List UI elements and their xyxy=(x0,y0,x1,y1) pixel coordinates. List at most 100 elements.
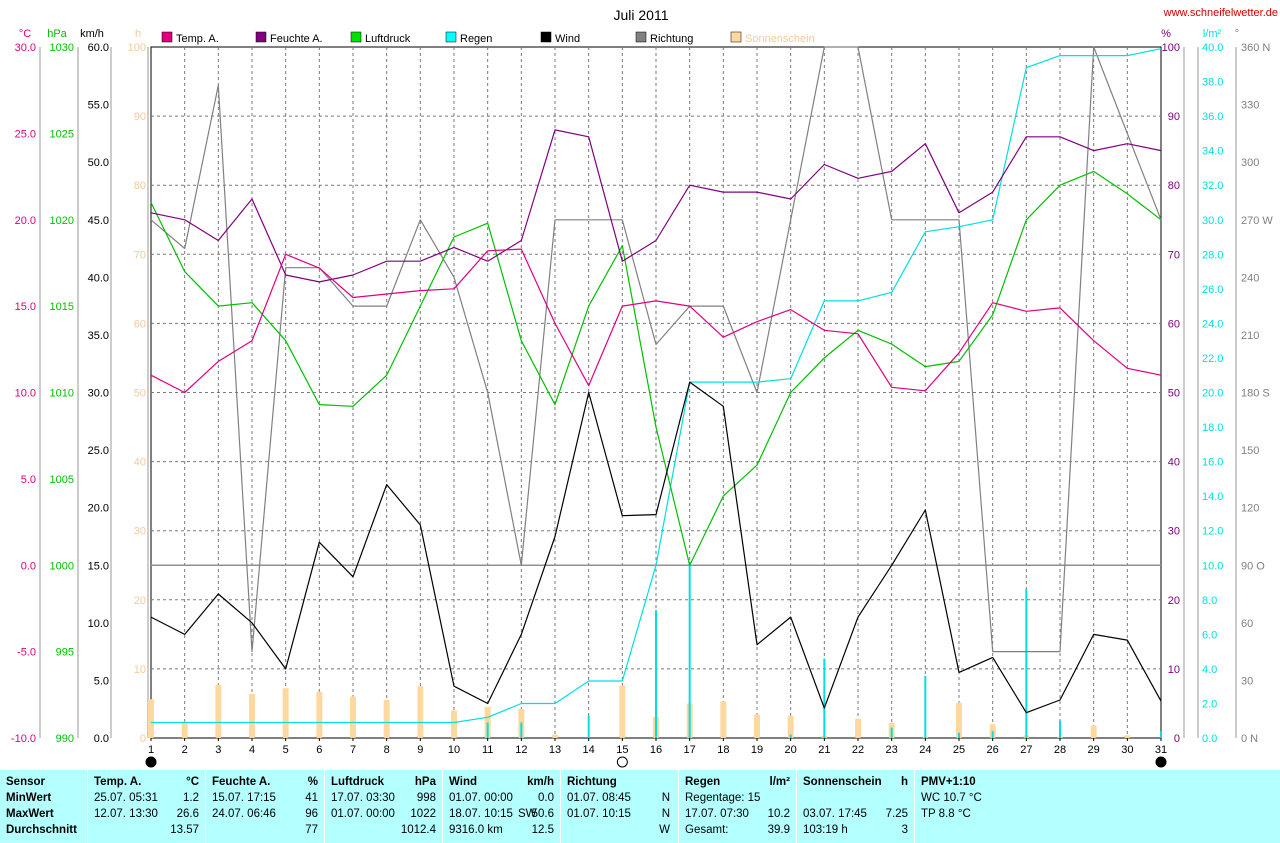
sun-max: 7.25 xyxy=(885,808,908,820)
direction-max-time: 01.07. 10:15 xyxy=(567,808,631,820)
rain-tick-label: 32.0 xyxy=(1202,180,1223,192)
rain-tick-label: 4.0 xyxy=(1202,664,1217,676)
sun-tick-label: 70 xyxy=(134,249,146,261)
wind-min-time: 01.07. 00:00 xyxy=(449,792,513,804)
temp-max-time: 12.07. 13:30 xyxy=(94,808,158,820)
legend-swatch xyxy=(255,31,267,43)
temp-tick-label: 5.0 xyxy=(21,474,36,486)
source-link[interactable]: www.schneifelwetter.de xyxy=(1163,7,1278,19)
humidity-tick-label: 90 xyxy=(1168,111,1180,123)
direction-tick-label: 30 xyxy=(1241,675,1253,687)
pressure-tick-label: 1010 xyxy=(50,388,74,400)
temp-column: Temp. A. °C 25.07. 05:31 1.2 12.07. 13:3… xyxy=(87,770,205,843)
row-label-max: MaxWert xyxy=(6,808,54,820)
new-moon-icon xyxy=(145,756,157,768)
legend-label: Feuchte A. xyxy=(270,33,323,45)
weather-chart: 1 2 3 4 5 6 7 8 9 10 11 12 13 14 15 16 17 18 19 20 21 22 23 24 2… xyxy=(11,7,1278,768)
x-tick-label: 6 xyxy=(316,744,322,756)
series-line-luftdruck xyxy=(150,170,1162,566)
sun-tick-label: 40 xyxy=(134,457,146,469)
wind-total: 9316.0 km xyxy=(449,824,503,836)
sun-total: 103:19 h xyxy=(803,824,848,836)
rain-axis-title: l/m² xyxy=(1203,28,1222,40)
rain-total-label: Gesamt: xyxy=(685,824,729,836)
sun-axis-title: h xyxy=(135,28,141,40)
wind-tick-label: 5.0 xyxy=(94,675,109,687)
x-tick-label: 28 xyxy=(1054,744,1066,756)
sunshine-bar xyxy=(249,693,255,738)
humidity-axis-title: % xyxy=(1161,28,1171,40)
temp-unit: °C xyxy=(186,776,199,788)
humidity-tick-label: 20 xyxy=(1168,595,1180,607)
direction-tick-label: 90 O xyxy=(1241,560,1265,572)
temp-tick-label: 20.0 xyxy=(15,215,36,227)
sunshine-bar xyxy=(989,724,996,738)
sunshine-bar xyxy=(451,710,457,738)
pressure-tick-label: 1015 xyxy=(50,301,74,313)
pressure-max-time: 01.07. 00:00 xyxy=(331,808,395,820)
legend-label: Richtung xyxy=(650,33,693,45)
sunshine-bar xyxy=(181,721,188,738)
x-tick-label: 24 xyxy=(919,744,931,756)
direction-min: N xyxy=(661,792,670,804)
wind-tick-label: 20.0 xyxy=(88,503,109,515)
sunshine-bar xyxy=(383,699,390,738)
rain-tick-label: 10.0 xyxy=(1202,560,1223,572)
rain-tick-label: 38.0 xyxy=(1202,77,1223,89)
sun-tick-label: 80 xyxy=(134,180,146,192)
temp-min-time: 25.07. 05:31 xyxy=(94,792,158,804)
humidity-tick-label: 80 xyxy=(1168,180,1180,192)
sunshine-bar xyxy=(1124,735,1131,738)
humidity-tick-label: 60 xyxy=(1168,318,1180,330)
direction-tick-label: 180 S xyxy=(1241,388,1270,400)
x-tick-label: 19 xyxy=(751,744,763,756)
sun-tick-label: 100 xyxy=(128,42,146,54)
legend-label: Temp. A. xyxy=(176,33,219,45)
wind-tick-label: 25.0 xyxy=(88,445,109,457)
wind-tick-label: 50.0 xyxy=(88,157,109,169)
temp-min: 1.2 xyxy=(183,792,199,804)
rain-column: Regen l/m² Regentage: 15 17.07. 07:30 10… xyxy=(678,770,796,843)
x-tick-label: 10 xyxy=(448,744,460,756)
direction-column: Richtung 01.07. 08:45 N 01.07. 10:15 N W xyxy=(560,770,678,843)
pressure-min-time: 17.07. 03:30 xyxy=(331,792,395,804)
sun-tick-label: 90 xyxy=(134,111,146,123)
x-tick-label: 21 xyxy=(818,744,830,756)
pmv-tp: TP 8.8 °C xyxy=(921,808,971,820)
series-line-wind xyxy=(150,381,1162,714)
wind-axis-title: km/h xyxy=(80,28,104,40)
rain-tick-label: 2.0 xyxy=(1202,698,1217,710)
wind-max-dir: SW xyxy=(518,808,537,820)
sun-unit: h xyxy=(900,776,908,788)
humidity-tick-label: 0 xyxy=(1174,733,1180,745)
temp-tick-label: 30.0 xyxy=(15,42,36,54)
humidity-tick-label: 70 xyxy=(1168,249,1180,261)
x-tick-label: 3 xyxy=(215,744,221,756)
rain-tick-label: 12.0 xyxy=(1202,526,1223,538)
direction-tick-label: 300 xyxy=(1241,157,1259,169)
x-tick-label: 2 xyxy=(182,744,188,756)
humidity-unit: % xyxy=(307,776,318,788)
wind-max: 50.6 xyxy=(531,808,554,820)
humidity-tick-label: 40 xyxy=(1168,457,1180,469)
direction-axis-title: ° xyxy=(1235,28,1239,40)
pressure-tick-label: 1000 xyxy=(50,560,74,572)
pressure-tick-label: 1030 xyxy=(50,42,74,54)
pressure-max: 1022 xyxy=(410,808,436,820)
x-tick-label: 15 xyxy=(616,744,628,756)
sun-max-time: 03.07. 17:45 xyxy=(803,808,867,820)
pressure-column: Luftdruck hPa 17.07. 03:30 998 01.07. 00… xyxy=(324,770,442,843)
full-moon-icon xyxy=(616,756,628,768)
x-tick-label: 11 xyxy=(482,744,493,756)
row-label-min: MinWert xyxy=(6,792,52,804)
rain-tick-label: 6.0 xyxy=(1202,629,1217,641)
humidity-min: 41 xyxy=(305,792,318,804)
direction-tick-label: 270 W xyxy=(1241,215,1273,227)
humidity-tick-label: 100 xyxy=(1162,42,1180,54)
wind-tick-label: 45.0 xyxy=(88,215,109,227)
temp-tick-label: 25.0 xyxy=(15,128,36,140)
pressure-tick-label: 1025 xyxy=(50,128,74,140)
direction-head: Richtung xyxy=(567,776,617,788)
new-moon-icon xyxy=(1155,756,1167,768)
rain-tick-label: 26.0 xyxy=(1202,284,1223,296)
